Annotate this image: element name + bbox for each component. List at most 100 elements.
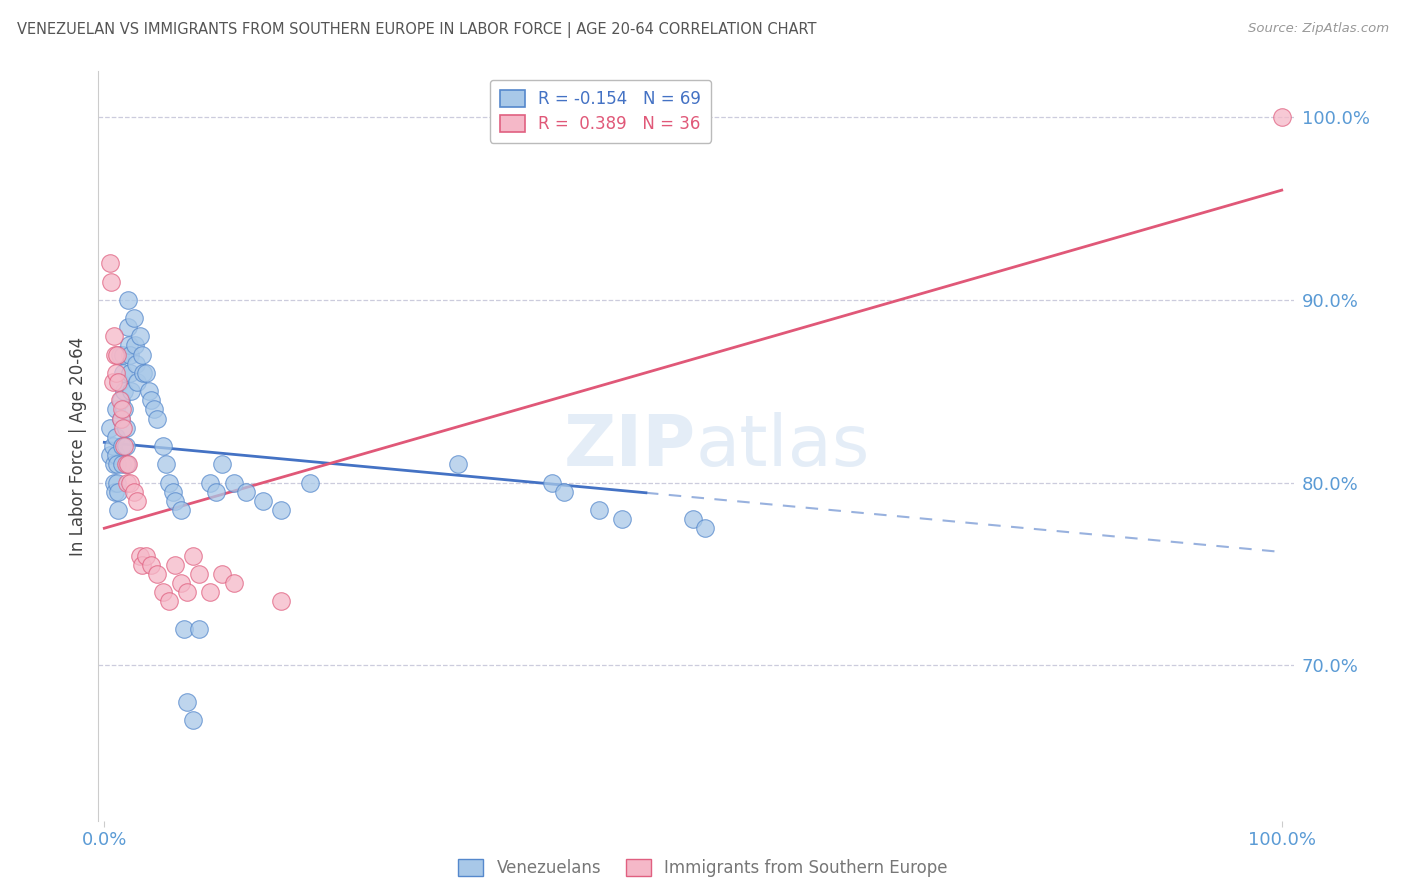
Point: [181, 549, 204, 563]
Point: [222, 576, 245, 591]
Point: [112, 421, 135, 435]
Point: [128, 329, 150, 343]
Point: [107, 375, 129, 389]
Point: [128, 549, 150, 563]
Point: [98, 256, 121, 270]
Point: [107, 503, 129, 517]
Point: [118, 338, 141, 352]
Point: [105, 402, 128, 417]
Point: [101, 375, 124, 389]
Point: [112, 384, 135, 399]
Point: [270, 594, 292, 608]
Point: [205, 484, 228, 499]
Point: [105, 457, 128, 471]
Point: [176, 585, 198, 599]
Point: [141, 558, 163, 572]
Point: [104, 348, 127, 362]
Point: [211, 566, 233, 581]
Point: [117, 457, 139, 471]
Point: [101, 439, 124, 453]
Point: [1271, 110, 1294, 124]
Point: [105, 348, 128, 362]
Legend: R = -0.154   N = 69, R =  0.389   N = 36: R = -0.154 N = 69, R = 0.389 N = 36: [489, 79, 711, 143]
Point: [100, 275, 122, 289]
Point: [211, 457, 233, 471]
Point: [112, 366, 135, 380]
Point: [105, 430, 128, 444]
Point: [200, 475, 222, 490]
Point: [112, 439, 135, 453]
Point: [127, 375, 149, 389]
Point: [110, 411, 132, 425]
Point: [131, 558, 153, 572]
Point: [105, 366, 128, 380]
Point: [114, 439, 136, 453]
Point: [127, 493, 149, 508]
Point: [103, 475, 125, 490]
Point: [105, 475, 128, 490]
Point: [111, 402, 134, 417]
Point: [122, 484, 145, 499]
Point: [103, 457, 125, 471]
Point: [120, 348, 142, 362]
Point: [146, 566, 169, 581]
Point: [141, 393, 163, 408]
Point: [163, 493, 186, 508]
Point: [152, 439, 174, 453]
Point: [108, 393, 131, 408]
Point: [108, 348, 131, 362]
Point: [540, 475, 562, 490]
Point: [138, 384, 160, 399]
Point: [553, 484, 575, 499]
Point: [112, 402, 135, 417]
Point: [299, 475, 322, 490]
Point: [120, 384, 142, 399]
Point: [157, 475, 180, 490]
Legend: Venezuelans, Immigrants from Southern Europe: Venezuelans, Immigrants from Southern Eu…: [451, 852, 955, 884]
Point: [114, 421, 136, 435]
Point: [120, 366, 142, 380]
Point: [157, 594, 180, 608]
Point: [124, 338, 146, 352]
Point: [115, 475, 138, 490]
Point: [152, 585, 174, 599]
Point: [682, 512, 704, 526]
Point: [176, 695, 198, 709]
Point: [117, 293, 139, 307]
Y-axis label: In Labor Force | Age 20-64: In Labor Force | Age 20-64: [69, 336, 87, 556]
Point: [235, 484, 257, 499]
Point: [110, 411, 132, 425]
Point: [114, 457, 136, 471]
Point: [146, 411, 169, 425]
Point: [134, 549, 156, 563]
Text: atlas: atlas: [696, 411, 870, 481]
Point: [693, 521, 716, 535]
Point: [104, 484, 127, 499]
Point: [117, 320, 139, 334]
Point: [173, 622, 195, 636]
Point: [122, 311, 145, 326]
Point: [170, 503, 193, 517]
Point: [112, 348, 135, 362]
Point: [111, 439, 134, 453]
Point: [142, 402, 165, 417]
Point: [588, 503, 610, 517]
Text: VENEZUELAN VS IMMIGRANTS FROM SOUTHERN EUROPE IN LABOR FORCE | AGE 20-64 CORRELA: VENEZUELAN VS IMMIGRANTS FROM SOUTHERN E…: [17, 22, 817, 38]
Point: [131, 348, 153, 362]
Point: [134, 366, 156, 380]
Point: [111, 457, 134, 471]
Point: [155, 457, 177, 471]
Point: [170, 576, 193, 591]
Point: [125, 357, 148, 371]
Point: [132, 366, 155, 380]
Text: Source: ZipAtlas.com: Source: ZipAtlas.com: [1249, 22, 1389, 36]
Point: [110, 393, 132, 408]
Point: [446, 457, 468, 471]
Point: [163, 558, 186, 572]
Point: [107, 484, 129, 499]
Point: [222, 475, 245, 490]
Point: [181, 713, 204, 727]
Point: [187, 566, 209, 581]
Point: [162, 484, 184, 499]
Point: [612, 512, 634, 526]
